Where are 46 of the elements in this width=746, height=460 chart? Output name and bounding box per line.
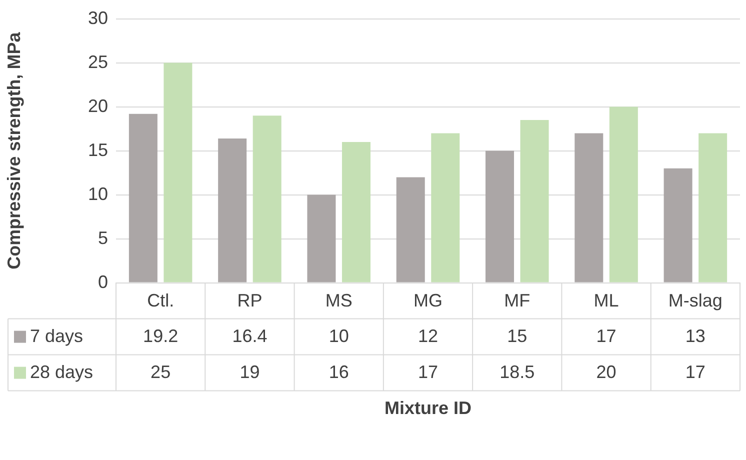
bar bbox=[252, 116, 282, 282]
data-label: 16 bbox=[328, 362, 349, 382]
bar bbox=[307, 194, 336, 282]
data-label: 19 bbox=[240, 362, 260, 382]
data-label: 16.4 bbox=[232, 326, 268, 346]
x-tick-label: M-slag bbox=[668, 290, 722, 311]
bar bbox=[609, 106, 638, 282]
data-label: 25 bbox=[150, 362, 171, 382]
data-label: 13 bbox=[685, 326, 706, 346]
bar bbox=[218, 138, 247, 282]
data-label: 18.5 bbox=[500, 362, 535, 382]
bar bbox=[486, 150, 514, 282]
data-label: 20 bbox=[596, 362, 616, 382]
x-tick-label: ML bbox=[594, 290, 619, 311]
bar bbox=[520, 120, 549, 282]
bar bbox=[128, 114, 158, 282]
bar bbox=[164, 62, 192, 282]
bar bbox=[664, 168, 692, 282]
y-tick-label: 5 bbox=[98, 228, 108, 248]
x-tick-label: MF bbox=[504, 290, 530, 311]
data-label: 15 bbox=[507, 326, 528, 346]
x-tick-label: Ctl. bbox=[147, 290, 174, 311]
y-tick-label: 0 bbox=[98, 272, 108, 292]
x-tick-label: RP bbox=[237, 290, 262, 311]
data-label: 10 bbox=[328, 326, 349, 346]
data-label: 17 bbox=[685, 362, 706, 382]
y-tick-label: 20 bbox=[88, 96, 108, 116]
data-label: 17 bbox=[596, 326, 616, 346]
x-tick-label: MS bbox=[325, 290, 352, 311]
y-tick-label: 25 bbox=[88, 52, 108, 72]
y-axis-title: Compressive strength, MPa bbox=[4, 31, 24, 270]
bar bbox=[698, 133, 728, 282]
y-tick-label: 15 bbox=[88, 140, 108, 160]
data-label: 19.2 bbox=[143, 326, 178, 346]
y-tick-label: 30 bbox=[88, 8, 108, 28]
bar bbox=[574, 133, 604, 282]
bar bbox=[431, 133, 460, 282]
bar bbox=[342, 142, 370, 282]
data-label: 12 bbox=[418, 326, 438, 346]
y-tick-label: 10 bbox=[88, 184, 108, 204]
bar bbox=[396, 177, 425, 282]
legend-label: 28 days bbox=[30, 362, 94, 382]
x-axis-title: Mixture ID bbox=[384, 398, 472, 418]
legend-label: 7 days bbox=[30, 326, 84, 346]
x-tick-label: MG bbox=[414, 290, 442, 311]
data-label: 17 bbox=[418, 362, 438, 382]
